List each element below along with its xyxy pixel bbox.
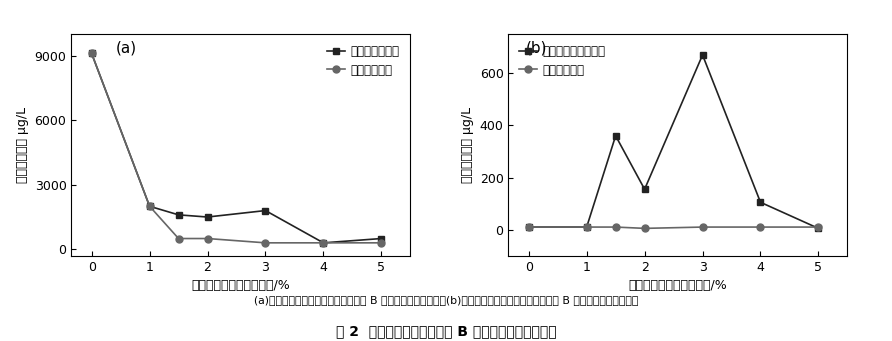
改性芬顿体系 xyxy=(173,237,184,241)
Line: 碱激活过硫酸钓: 碱激活过硫酸钓 xyxy=(88,50,384,246)
改性芬顿体系 xyxy=(202,237,213,241)
碱激活过硫酸钓体系 xyxy=(524,225,534,229)
碱激活过硫酸钓 xyxy=(173,213,184,217)
改性芬顿体系 xyxy=(376,241,387,245)
改性芬顿体系 xyxy=(524,225,534,229)
Text: 图 2  不同氧化药剂添加量下 B 水样中氯代烃降解效果: 图 2 不同氧化药剂添加量下 B 水样中氯代烃降解效果 xyxy=(335,324,557,338)
Text: (b): (b) xyxy=(525,41,547,56)
Y-axis label: 三氯甲烷浓度 μg/L: 三氯甲烷浓度 μg/L xyxy=(16,107,29,183)
Legend: 碱激活过硫酸钓, 改性芬顿体系: 碱激活过硫酸钓, 改性芬顿体系 xyxy=(322,40,404,81)
Text: (a)不同过硫酸钓或过氧化氢投加量下 B 水样中三氯甲烷含量；(b)不同过硫酸钓或过氧化氢投加量下 B 水样中四氯化碳的含量: (a)不同过硫酸钓或过氧化氢投加量下 B 水样中三氯甲烷含量；(b)不同过硫酸钓… xyxy=(254,295,638,305)
碱激活过硫酸钓 xyxy=(87,51,97,56)
Y-axis label: 四氯化碳浓度 μg/L: 四氯化碳浓度 μg/L xyxy=(461,107,475,183)
X-axis label: 过硫酸钓或过氧化氢含量/%: 过硫酸钓或过氧化氢含量/% xyxy=(192,279,290,292)
Line: 改性芬顿体系: 改性芬顿体系 xyxy=(525,224,822,232)
碱激活过硫酸钓 xyxy=(202,215,213,219)
碱激活过硫酸钓体系 xyxy=(814,226,824,231)
改性芬顿体系 xyxy=(640,226,650,231)
改性芬顿体系 xyxy=(87,51,97,56)
改性芬顿体系 xyxy=(698,225,708,229)
碱激活过硫酸钓体系 xyxy=(698,53,708,57)
改性芬顿体系 xyxy=(582,225,592,229)
碱激活过硫酸钓 xyxy=(376,237,387,241)
Line: 碱激活过硫酸钓体系: 碱激活过硫酸钓体系 xyxy=(525,51,822,232)
Line: 改性芬顿体系: 改性芬顿体系 xyxy=(88,50,384,246)
碱激活过硫酸钓 xyxy=(145,204,155,208)
改性芬顿体系 xyxy=(814,225,824,229)
改性芬顿体系 xyxy=(610,225,621,229)
碱激活过硫酸钓体系 xyxy=(756,200,766,204)
碱激活过硫酸钓 xyxy=(260,208,271,212)
Legend: 碱激活过硫酸钓体系, 改性芬顿体系: 碱激活过硫酸钓体系, 改性芬顿体系 xyxy=(515,40,610,81)
改性芬顿体系 xyxy=(756,225,766,229)
改性芬顿体系 xyxy=(145,204,155,208)
X-axis label: 过硫酸钓或过氧化氢含量/%: 过硫酸钓或过氧化氢含量/% xyxy=(629,279,727,292)
改性芬顿体系 xyxy=(260,241,271,245)
碱激活过硫酸钓体系 xyxy=(582,225,592,229)
改性芬顿体系 xyxy=(318,241,329,245)
碱激活过硫酸钓体系 xyxy=(640,187,650,191)
Text: (a): (a) xyxy=(115,41,136,56)
碱激活过硫酸钓体系 xyxy=(610,134,621,138)
碱激活过硫酸钓 xyxy=(318,241,329,245)
